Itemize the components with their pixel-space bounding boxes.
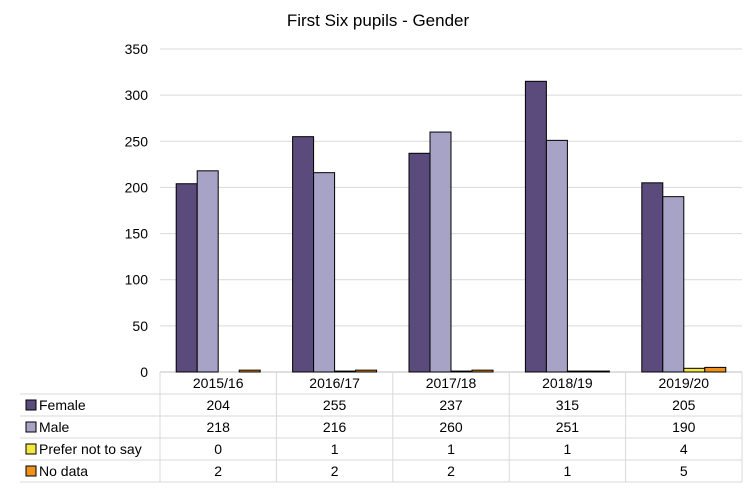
table-cell: 2 — [447, 463, 455, 479]
bar-prefer-not-to-say-2019-20 — [683, 367, 706, 373]
bar-male-2018-19 — [545, 139, 568, 373]
legend-label: No data — [39, 463, 88, 479]
table-cell: 251 — [556, 419, 580, 435]
table-cell: 1 — [564, 463, 572, 479]
table-cell: 1 — [447, 441, 455, 457]
bar-male-2019-20 — [662, 196, 685, 373]
table-cell: 190 — [672, 419, 696, 435]
table-cell: 255 — [323, 397, 347, 413]
bar-no-data-2017-18 — [471, 369, 494, 373]
bar-male-2016-17 — [313, 172, 336, 373]
legend-swatch — [25, 399, 37, 411]
bars — [175, 80, 727, 373]
table-cell: 216 — [323, 419, 347, 435]
legend-label: Female — [39, 397, 86, 413]
bar-no-data-2018-19 — [587, 370, 610, 373]
table-cell: 315 — [556, 397, 580, 413]
bar-no-data-2015-16 — [238, 369, 261, 373]
table-cell: 0 — [214, 441, 222, 457]
x-tick-label: 2019/20 — [658, 375, 709, 391]
bar-female-2017-18 — [408, 152, 431, 373]
table-cell: 204 — [207, 397, 231, 413]
bar-female-2019-20 — [641, 182, 664, 373]
table-cell: 237 — [439, 397, 463, 413]
x-tick-label: 2015/16 — [193, 375, 244, 391]
bar-no-data-2016-17 — [355, 369, 378, 373]
table-cell: 2 — [331, 463, 339, 479]
bar-prefer-not-to-say-2018-19 — [566, 370, 589, 373]
legend-swatch — [25, 443, 37, 455]
bar-no-data-2019-20 — [704, 366, 727, 373]
table-cell: 2 — [214, 463, 222, 479]
y-tick-label: 150 — [125, 226, 149, 242]
y-tick-label: 300 — [125, 87, 149, 103]
table-cell: 260 — [439, 419, 463, 435]
x-tick-label: 2016/17 — [309, 375, 360, 391]
legend-label: Male — [39, 419, 70, 435]
x-tick-label: 2017/18 — [426, 375, 477, 391]
bar-female-2015-16 — [175, 183, 198, 373]
legend-label: Prefer not to say — [39, 441, 142, 457]
table-cell: 1 — [331, 441, 339, 457]
bar-female-2016-17 — [292, 136, 315, 373]
bar-female-2018-19 — [524, 80, 547, 373]
table-cell: 5 — [680, 463, 688, 479]
y-axis: 0 50 100 150 200 250 300 350 — [125, 41, 149, 380]
data-table: 2015/16 2016/17 2017/18 2018/19 2019/20 Femal… — [20, 372, 743, 483]
table-cell: 1 — [564, 441, 572, 457]
y-tick-label: 250 — [125, 133, 149, 149]
table-cell: 218 — [207, 419, 231, 435]
y-tick-label: 100 — [125, 272, 149, 288]
bar-male-2017-18 — [429, 131, 452, 373]
legend-swatch — [25, 421, 37, 433]
y-tick-label: 0 — [140, 364, 148, 380]
bar-male-2015-16 — [196, 170, 219, 373]
y-tick-label: 200 — [125, 179, 149, 195]
table-cell: 205 — [672, 397, 696, 413]
legend-swatch — [25, 465, 37, 477]
bar-prefer-not-to-say-2016-17 — [334, 370, 357, 373]
x-tick-label: 2018/19 — [542, 375, 593, 391]
bar-prefer-not-to-say-2017-18 — [450, 370, 473, 373]
y-tick-label: 50 — [132, 318, 148, 334]
chart-title: First Six pupils - Gender — [287, 11, 470, 30]
table-cell: 4 — [680, 441, 688, 457]
y-tick-label: 350 — [125, 41, 149, 57]
